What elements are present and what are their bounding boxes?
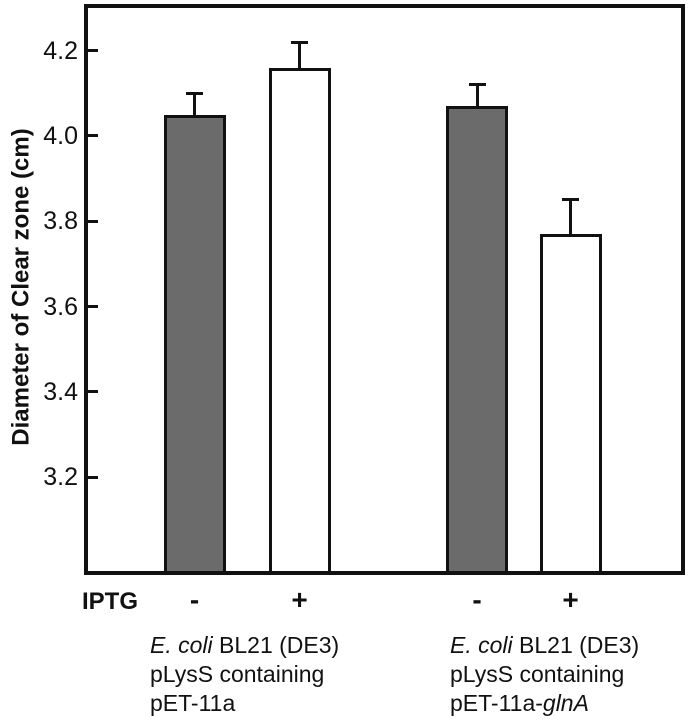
iptg-sign-1-plus: + [291, 584, 308, 615]
bar-1-white [268, 67, 331, 571]
x-axis-label: IPTG [82, 588, 139, 615]
y-tick-label-4.0: 4.0 [43, 121, 78, 150]
bar-0-gray [163, 114, 226, 571]
group-label-2-line-3: pET-11a-glnA [450, 689, 639, 718]
bar-3-white [539, 234, 602, 571]
y-tick-4.0 [88, 134, 98, 138]
italic-text-segment: glnA [542, 690, 589, 716]
error-bar-cap-1 [291, 40, 308, 44]
y-tick-label-3.4: 3.4 [43, 377, 78, 406]
group-label-2-line-2: pLysS containing [450, 660, 639, 689]
iptg-sign-0-minus: - [189, 584, 200, 615]
bar-2-gray [446, 106, 508, 571]
group-label-2: E. coli BL21 (DE3) pLysS containing pET-11… [450, 631, 639, 718]
y-tick-4.2 [88, 49, 98, 53]
error-bar-cap-3 [562, 198, 579, 202]
error-bar-line-3 [569, 199, 572, 235]
y-tick-3.4 [88, 390, 98, 394]
text-segment: BL21 (DE3) [512, 632, 640, 658]
error-bar-cap-0 [186, 91, 203, 95]
group-label-1-line-1: E. coli BL21 (DE3) [150, 631, 339, 660]
y-tick-3.8 [88, 219, 98, 223]
iptg-sign-2-minus: - [472, 584, 482, 615]
error-bar-line-2 [475, 84, 479, 107]
y-tick-label-3.6: 3.6 [43, 292, 78, 321]
group-label-1-line-3: pET-11a [150, 689, 339, 718]
group-label-1: E. coli BL21 (DE3) pLysS containing pET-11… [150, 631, 339, 718]
group-label-1-line-2: pLysS containing [150, 660, 339, 689]
italic-text-segment: E. coli [450, 632, 513, 658]
y-tick-3.6 [88, 305, 98, 309]
text-segment: pET-11a- [450, 690, 543, 716]
y-tick-3.2 [88, 475, 98, 479]
text-segment: BL21 (DE3) [212, 632, 340, 658]
y-tick-label-4.2: 4.2 [43, 36, 78, 65]
text-segment: pLysS containing [150, 661, 325, 687]
error-bar-line-1 [298, 42, 301, 68]
italic-text-segment: E. coli [150, 632, 213, 658]
text-segment: pET-11a [150, 690, 236, 716]
group-label-2-line-1: E. coli BL21 (DE3) [450, 631, 639, 660]
error-bar-line-0 [193, 93, 196, 115]
iptg-sign-3-plus: + [562, 584, 579, 615]
text-segment: pLysS containing [450, 661, 625, 687]
error-bar-cap-2 [468, 83, 486, 87]
y-tick-label-3.8: 3.8 [43, 207, 78, 236]
y-tick-label-3.2: 3.2 [43, 463, 78, 492]
plot-area [84, 4, 685, 575]
